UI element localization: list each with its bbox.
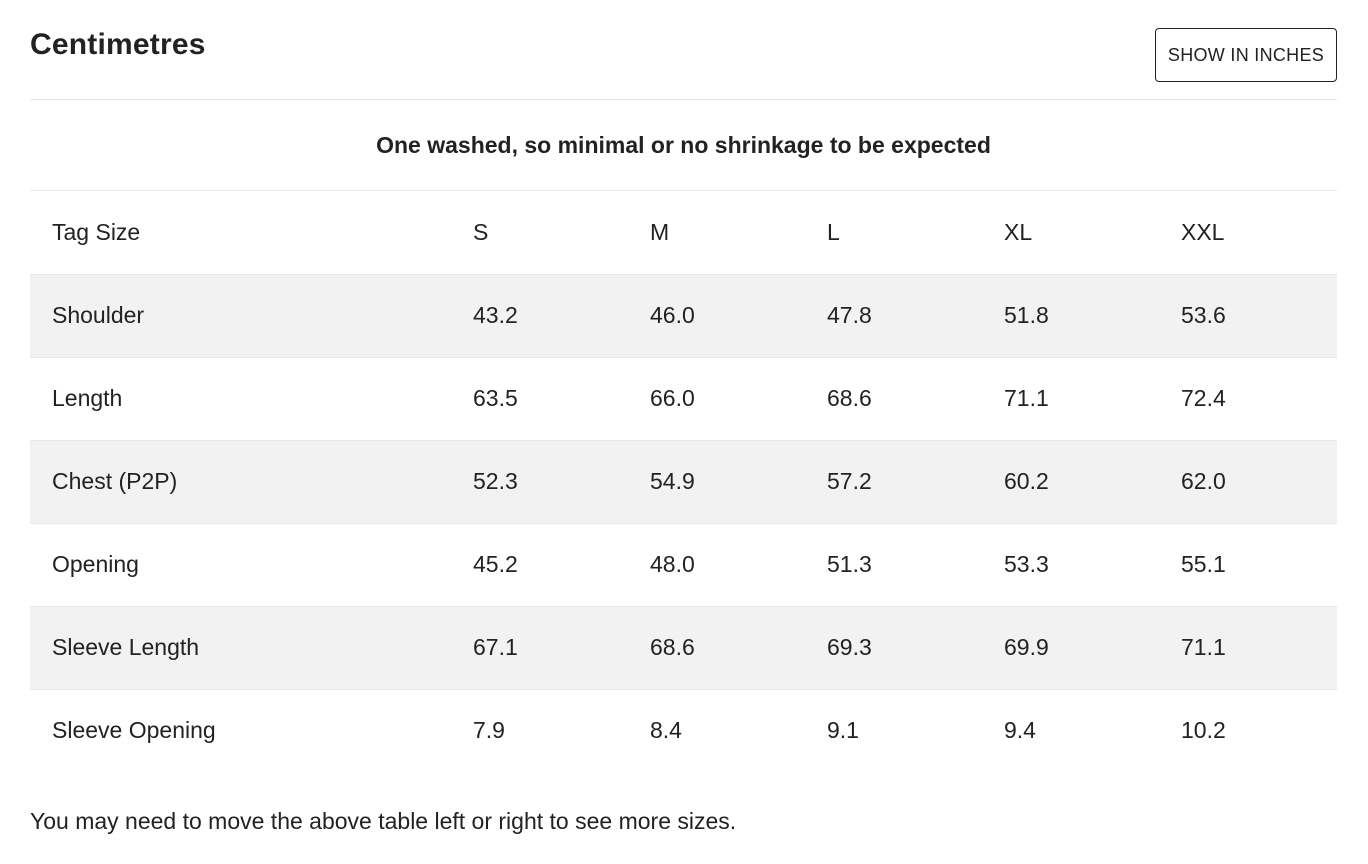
row-label: Chest (P2P) <box>30 439 473 523</box>
table-header-row: Tag Size S M L XL XXL <box>30 191 1337 274</box>
table-cell: 48.0 <box>650 522 827 606</box>
table-cell: 45.2 <box>473 522 650 606</box>
row-label: Sleeve Length <box>30 605 473 689</box>
size-chart: Centimetres SHOW IN INCHES One washed, s… <box>30 0 1337 772</box>
table-cell: 53.3 <box>1004 522 1181 606</box>
table-cell: 67.1 <box>473 605 650 689</box>
row-label: Length <box>30 356 473 440</box>
table-cell: 68.6 <box>650 605 827 689</box>
column-header: XL <box>1004 218 1033 245</box>
table-cell: 51.3 <box>827 522 1004 606</box>
table-row: Sleeve Opening 7.9 8.4 9.1 9.4 10.2 <box>30 688 1337 772</box>
table-cell: 68.6 <box>827 356 1004 440</box>
table-cell: 47.8 <box>827 273 1004 357</box>
column-header: M <box>650 218 670 245</box>
table-cell: 55.1 <box>1181 522 1337 606</box>
table-row: Chest (P2P) 52.3 54.9 57.2 60.2 62.0 <box>30 439 1337 523</box>
table-cell: 63.5 <box>473 356 650 440</box>
table-cell: 71.1 <box>1004 356 1181 440</box>
column-header: L <box>827 218 840 245</box>
table-cell: 69.3 <box>827 605 1004 689</box>
table-cell: 71.1 <box>1181 605 1337 689</box>
column-header: XXL <box>1181 218 1225 245</box>
table-cell: 60.2 <box>1004 439 1181 523</box>
unit-title: Centimetres <box>30 28 206 61</box>
table-cell: 72.4 <box>1181 356 1337 440</box>
shrinkage-note: One washed, so minimal or no shrinkage t… <box>30 100 1337 191</box>
table-cell: 10.2 <box>1181 688 1337 772</box>
table-cell: 52.3 <box>473 439 650 523</box>
column-header: S <box>473 218 489 245</box>
table-row: Sleeve Length 67.1 68.6 69.3 69.9 71.1 <box>30 605 1337 689</box>
table-cell: 53.6 <box>1181 273 1337 357</box>
table-cell: 51.8 <box>1004 273 1181 357</box>
table-cell: 69.9 <box>1004 605 1181 689</box>
table-cell: 8.4 <box>650 688 827 772</box>
table-row: Shoulder 43.2 46.0 47.8 51.8 53.6 <box>30 273 1337 357</box>
table-cell: 54.9 <box>650 439 827 523</box>
table-cell: 62.0 <box>1181 439 1337 523</box>
row-label: Opening <box>30 522 473 606</box>
table-row: Opening 45.2 48.0 51.3 53.3 55.1 <box>30 522 1337 606</box>
size-table: Tag Size S M L XL XXL Shoulder 43.2 46.0… <box>30 191 1337 772</box>
table-cell: 46.0 <box>650 273 827 357</box>
table-cell: 9.1 <box>827 688 1004 772</box>
table-cell: 66.0 <box>650 356 827 440</box>
show-in-inches-button[interactable]: SHOW IN INCHES <box>1155 28 1337 82</box>
table-row: Length 63.5 66.0 68.6 71.1 72.4 <box>30 356 1337 440</box>
size-chart-header: Centimetres SHOW IN INCHES <box>30 0 1337 100</box>
column-header: Tag Size <box>52 218 141 245</box>
scroll-hint: You may need to move the above table lef… <box>30 808 737 834</box>
table-cell: 43.2 <box>473 273 650 357</box>
table-cell: 7.9 <box>473 688 650 772</box>
table-cell: 9.4 <box>1004 688 1181 772</box>
table-cell: 57.2 <box>827 439 1004 523</box>
row-label: Shoulder <box>30 273 473 357</box>
row-label: Sleeve Opening <box>30 688 473 772</box>
